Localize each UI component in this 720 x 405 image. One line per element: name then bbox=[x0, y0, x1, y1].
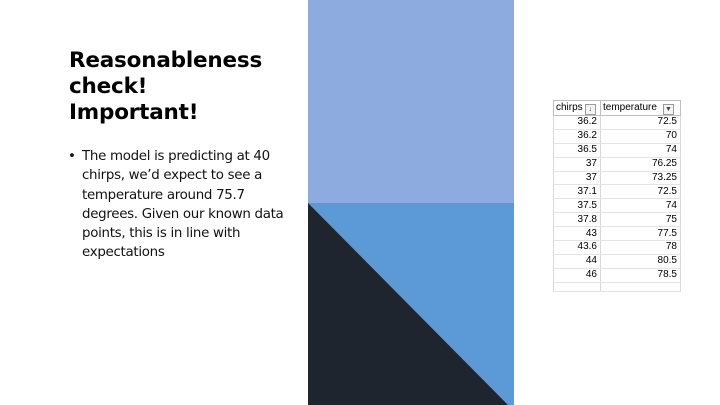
cell-chirps[interactable]: 43.6 bbox=[553, 240, 601, 255]
dark-triangle bbox=[308, 203, 508, 405]
sort-ascending-filter-icon[interactable]: ↓ bbox=[584, 103, 596, 115]
bullet-item: The model is predicting at 40 chirps, we… bbox=[68, 147, 288, 263]
table-row: 37 76.25 bbox=[553, 157, 681, 172]
table-row: 43.6 78 bbox=[553, 240, 681, 255]
cell-chirps[interactable]: 37 bbox=[553, 171, 601, 186]
cell-chirps[interactable]: 36.2 bbox=[553, 129, 601, 144]
cell-chirps[interactable]: 37.5 bbox=[553, 198, 601, 214]
table-row: 37 73.25 bbox=[553, 171, 681, 186]
cell-empty[interactable] bbox=[600, 282, 681, 292]
cell-temperature[interactable]: 74 bbox=[600, 143, 681, 158]
table-row: 46 78.5 bbox=[553, 268, 681, 283]
cell-chirps[interactable]: 36.2 bbox=[553, 115, 601, 130]
cell-temperature[interactable]: 77.5 bbox=[600, 226, 681, 242]
column-header-label: temperature bbox=[603, 101, 657, 113]
cell-temperature[interactable]: 72.5 bbox=[600, 184, 681, 200]
table-row: 36.2 72.5 bbox=[553, 115, 681, 130]
spreadsheet-excerpt: chirps ↓ temperature ▼ 36.2 72.5 36.2 70 36.5 7… bbox=[553, 100, 681, 292]
filter-dropdown-icon[interactable]: ▼ bbox=[662, 103, 674, 115]
cell-chirps[interactable]: 37 bbox=[553, 157, 601, 172]
cell-chirps[interactable]: 36.5 bbox=[553, 143, 601, 158]
cell-temperature[interactable]: 75 bbox=[600, 212, 681, 228]
cell-chirps[interactable]: 43 bbox=[553, 226, 601, 242]
cell-temperature[interactable]: 76.25 bbox=[600, 157, 681, 172]
table-row: 36.2 70 bbox=[553, 129, 681, 144]
cell-temperature[interactable]: 80.5 bbox=[600, 254, 681, 269]
bullet-list: The model is predicting at 40 chirps, we… bbox=[68, 147, 288, 263]
cell-temperature[interactable]: 70 bbox=[600, 129, 681, 144]
title-line: Important! bbox=[69, 100, 199, 125]
title-line: check! bbox=[69, 74, 148, 99]
table-row: 37.5 74 bbox=[553, 198, 681, 214]
table-row: 37.1 72.5 bbox=[553, 184, 681, 200]
cell-empty[interactable] bbox=[553, 282, 601, 292]
table-row: 44 80.5 bbox=[553, 254, 681, 269]
table-row: 43 77.5 bbox=[553, 226, 681, 242]
table-row: 37.8 75 bbox=[553, 212, 681, 228]
column-header-label: chirps bbox=[556, 101, 583, 113]
top-blue-block bbox=[308, 0, 514, 203]
header-row: chirps ↓ temperature ▼ bbox=[553, 100, 681, 116]
decorative-color-blocks bbox=[308, 0, 514, 405]
column-header-temperature[interactable]: temperature ▼ bbox=[600, 100, 681, 116]
title-line: Reasonableness bbox=[69, 48, 263, 73]
table-row: 36.5 74 bbox=[553, 143, 681, 158]
cell-temperature[interactable]: 74 bbox=[600, 198, 681, 214]
cell-temperature[interactable]: 73.25 bbox=[600, 171, 681, 186]
cell-chirps[interactable]: 44 bbox=[553, 254, 601, 269]
cell-temperature[interactable]: 78.5 bbox=[600, 268, 681, 283]
data-table: chirps ↓ temperature ▼ 36.2 72.5 36.2 70 36.5 7… bbox=[553, 100, 681, 292]
cell-chirps[interactable]: 37.1 bbox=[553, 184, 601, 200]
color-blocks-graphic bbox=[308, 0, 514, 405]
table-row-empty bbox=[553, 282, 681, 292]
cell-temperature[interactable]: 72.5 bbox=[600, 115, 681, 130]
table-body: 36.2 72.5 36.2 70 36.5 74 37 76.25 37 73.25 37.1 72… bbox=[553, 115, 681, 292]
cell-chirps[interactable]: 46 bbox=[553, 268, 601, 283]
column-header-chirps[interactable]: chirps ↓ bbox=[553, 100, 601, 116]
slide-title: Reasonableness check! Important! bbox=[69, 48, 299, 126]
cell-chirps[interactable]: 37.8 bbox=[553, 212, 601, 228]
cell-temperature[interactable]: 78 bbox=[600, 240, 681, 255]
